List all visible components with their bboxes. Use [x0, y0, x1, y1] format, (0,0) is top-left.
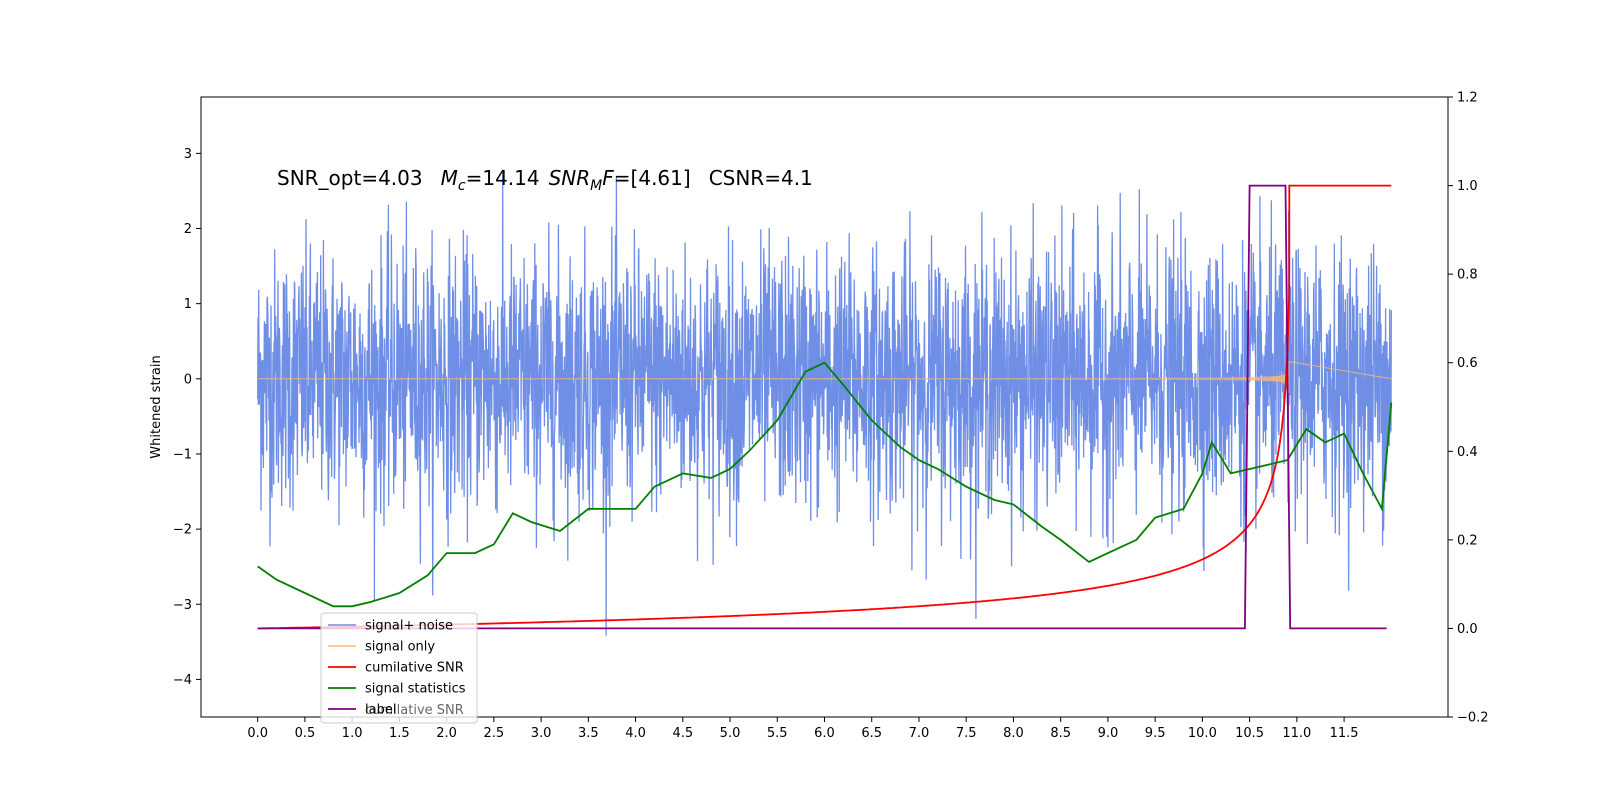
csnr-text: CSNR=4.1 [709, 166, 813, 190]
x-tick-label: 10.5 [1235, 726, 1264, 741]
y-right-tick-label: 0.4 [1457, 445, 1478, 460]
mc-value: =14.14 [466, 166, 540, 190]
x-tick-label: 0.5 [295, 726, 316, 741]
y-left-tick-label: 0 [184, 372, 192, 387]
x-tick-label: 7.5 [956, 726, 977, 741]
legend-label: signal+ noise [365, 619, 453, 634]
x-tick-label: 3.0 [531, 726, 552, 741]
y-right-tick-label: 1.0 [1457, 179, 1478, 194]
x-tick-label: 8.5 [1050, 726, 1071, 741]
y-right-tick-label: 0.8 [1457, 268, 1478, 283]
legend-label: signal only [365, 640, 435, 655]
x-tick-label: 9.0 [1098, 726, 1119, 741]
legend-box [320, 612, 478, 724]
x-tick-label: 5.0 [720, 726, 741, 741]
x-tick-label: 9.5 [1145, 726, 1166, 741]
y-left-tick-label: −3 [173, 598, 192, 613]
legend-label: cumilative SNR [365, 661, 464, 676]
legend-label: signal statistics [365, 682, 466, 697]
y-right-tick-label: 1.2 [1457, 91, 1478, 106]
y-axis-right: 1.2 1.0 0.8 0.6 0.4 0.2 0.0 −0.2 [1448, 91, 1489, 726]
y-left-tick-label: 3 [184, 147, 192, 162]
x-tick-label: 4.0 [625, 726, 646, 741]
signal-noise-series [257, 169, 1392, 636]
signal-noise-line [257, 169, 1392, 636]
y-left-tick-label: 1 [184, 297, 192, 312]
x-tick-label: 6.5 [861, 726, 882, 741]
x-tick-label: 8.0 [1003, 726, 1024, 741]
snrmf-value: =[4.61] [614, 166, 691, 190]
snrmf-symbol-f: F [602, 166, 614, 190]
y-left-tick-label: −2 [173, 523, 192, 538]
x-tick-label: 7.0 [909, 726, 930, 741]
mc-symbol: M [441, 166, 458, 190]
snr-opt-text: SNR_opt=4.03 [277, 166, 423, 190]
snrmf-subscript: M [590, 178, 602, 194]
label-line [257, 184, 1387, 630]
x-tick-label: 11.0 [1282, 726, 1311, 741]
x-tick-label: 1.5 [389, 726, 410, 741]
y-right-tick-label: 0.0 [1457, 622, 1478, 637]
y-axis-left: 3 2 1 0 −1 −2 −3 −4 [173, 147, 201, 688]
x-tick-label: 10.0 [1188, 726, 1217, 741]
x-tick-label: 4.5 [672, 726, 693, 741]
x-tick-label: 11.5 [1330, 726, 1359, 741]
x-tick-label: 2.0 [436, 726, 457, 741]
x-tick-label: 6.0 [814, 726, 835, 741]
signal-statistics-line [257, 361, 1393, 608]
y-left-tick-label: −4 [173, 673, 192, 688]
x-tick-label: 2.5 [484, 726, 505, 741]
snr-annotation: SNR_opt=4.03 Mc=14.14 SNRMF=[4.61] CSNR=4.1 [277, 166, 813, 194]
x-tick-label: 0.0 [247, 726, 268, 741]
y-left-tick-label: 2 [184, 222, 192, 237]
y-axis-label: Whitened strain [149, 355, 164, 458]
x-axis: 0.0 0.5 1.0 1.5 2.0 2.5 3.0 3.5 4.0 4.5 5.0 5.5 6.0 6… [247, 717, 1359, 741]
signal-only-line [257, 361, 1392, 393]
legend-ghost-label: cumilative SNR [365, 703, 464, 718]
y-right-tick-label: 0.6 [1457, 356, 1478, 371]
signal-only-series [257, 361, 1392, 393]
x-tick-label: 5.5 [767, 726, 788, 741]
legend: cumilative SNR signal+ noise signal only cu… [320, 612, 478, 724]
legend-label: label [365, 703, 396, 718]
x-tick-label: 3.5 [578, 726, 599, 741]
y-right-tick-label: 0.2 [1457, 533, 1478, 548]
snrmf-symbol: SNR [549, 166, 591, 190]
y-left-tick-label: −1 [173, 447, 192, 462]
y-right-tick-label: −0.2 [1457, 711, 1489, 726]
x-tick-label: 1.0 [342, 726, 363, 741]
mc-subscript: c [458, 178, 466, 194]
